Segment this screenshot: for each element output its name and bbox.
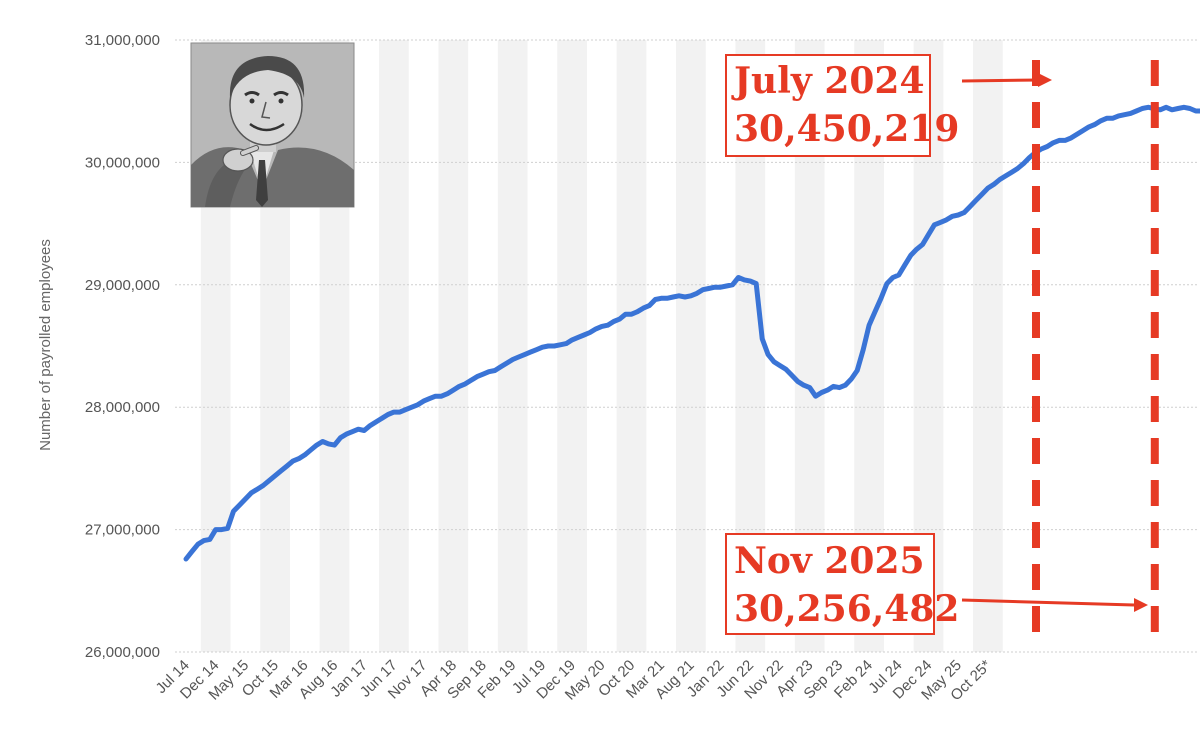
y-tick-label: 26,000,000 [85,644,160,661]
annotation-markers [1032,60,1159,640]
chart-band [616,40,647,652]
annotation-nov-2025-value: 30,256,482 [734,588,959,630]
y-tick-label: 27,000,000 [85,522,160,539]
annotation-july-2024-label: July 2024 [731,60,925,102]
chart-band [973,40,1003,652]
chart-band [497,40,528,652]
annotation-nov-2025: Nov 2025 30,256,482 [725,533,1148,635]
y-axis-ticks: 26,000,000 27,000,000 28,000,000 29,000,000… [85,32,160,661]
arrow-right-icon [961,598,1148,612]
chart-band [676,40,706,652]
y-tick-label: 30,000,000 [85,154,160,171]
y-tick-label: 29,000,000 [85,277,160,294]
y-tick-label: 31,000,000 [85,32,160,49]
annotation-july-2024: July 2024 30,450,219 [725,54,1052,157]
y-axis-label: Number of payrolled employees [37,239,54,451]
man-pointing-sketch-image [190,42,355,208]
series-line [183,104,1200,562]
annotation-nov-2025-label: Nov 2025 [734,540,925,582]
chart-band [438,40,469,652]
arrow-right-icon [961,73,1052,87]
chart-band [379,40,409,652]
y-tick-label: 28,000,000 [85,399,160,416]
annotation-july-2024-value: 30,450,219 [734,108,959,150]
